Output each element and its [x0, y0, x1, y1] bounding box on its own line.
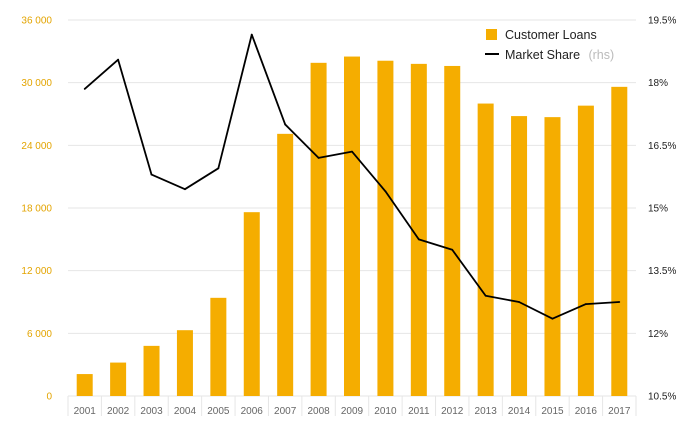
bar-customer-loans-2004: [176, 330, 193, 396]
legend-market-share-suffix: (rhs): [588, 48, 614, 62]
right-axis-tick-label: 19.5%: [648, 16, 676, 27]
point-market-share-2003: [150, 173, 153, 176]
bar-customer-loans-2010: [377, 60, 394, 396]
x-axis-tick-label: 2014: [508, 406, 531, 417]
point-market-share-2013: [484, 294, 487, 297]
right-axis-tick-label: 12%: [648, 329, 668, 340]
left-axis-tick-label: 18 000: [21, 204, 52, 215]
x-axis-tick-label: 2002: [107, 406, 130, 417]
x-axis-tick-label: 2011: [408, 406, 430, 417]
bar-customer-loans-2008: [310, 62, 327, 396]
left-axis-tick-label: 12 000: [21, 266, 52, 277]
x-axis-tick-label: 2003: [140, 406, 163, 417]
x-axis-tick-label: 2006: [241, 406, 264, 417]
point-market-share-2008: [317, 156, 320, 159]
bar-customer-loans-2011: [410, 63, 427, 396]
bar-customer-loans-2014: [511, 116, 528, 396]
right-axis-tick-label: 15%: [648, 204, 668, 215]
point-market-share-2004: [184, 188, 186, 191]
right-axis-tick-label: 16.5%: [648, 141, 676, 152]
point-market-share-2011: [417, 238, 420, 241]
point-market-share-2012: [451, 248, 454, 251]
bar-customer-loans-2002: [110, 362, 127, 396]
bar-customer-loans-2001: [76, 374, 93, 396]
right-axis-tick-label: 10.5%: [648, 392, 676, 403]
x-axis-tick-label: 2013: [475, 406, 498, 417]
legend-label-market-share: Market Share (rhs): [505, 46, 614, 63]
bar-customer-loans-2009: [344, 56, 360, 397]
right-axis-tick-label: 13.5%: [648, 266, 676, 277]
point-market-share-2017: [618, 301, 621, 303]
bar-customer-loans-2015: [544, 117, 561, 396]
point-market-share-2002: [117, 58, 120, 61]
x-axis-tick-label: 2015: [541, 406, 564, 417]
x-axis-tick-label: 2012: [441, 406, 464, 417]
point-market-share-2014: [518, 301, 520, 303]
x-axis-tick-label: 2007: [274, 406, 297, 417]
point-market-share-2009: [351, 150, 353, 153]
point-market-share-2005: [217, 167, 220, 170]
line-series: [83, 33, 621, 320]
legend-label-customer-loans: Customer Loans: [505, 28, 597, 42]
x-axis-tick-label: 2005: [207, 406, 230, 417]
right-axis-tick-label: 18%: [648, 78, 668, 89]
x-axis-tick-label: 2010: [374, 406, 397, 417]
legend: Customer Loans Market Share (rhs): [485, 28, 614, 63]
point-market-share-2015: [551, 317, 554, 320]
point-market-share-2010: [384, 190, 387, 193]
point-market-share-2007: [284, 123, 287, 126]
bar-customer-loans-2006: [243, 212, 260, 396]
point-market-share-2016: [584, 303, 587, 305]
bar-customer-loans-2007: [277, 133, 294, 396]
bar-customer-loans-2017: [611, 86, 628, 396]
x-axis-tick-label: 2004: [174, 406, 197, 417]
bar-customer-loans-2005: [210, 297, 227, 396]
bar-customer-loans-2012: [444, 65, 461, 396]
point-market-share-2001: [83, 88, 86, 90]
axes: 0 10.5% 6 000 12% 12 000 13.5% 18 000 15% 24 000…: [21, 16, 676, 418]
x-axis-tick-label: 2009: [341, 406, 364, 417]
left-axis-tick-label: 6 000: [27, 329, 52, 340]
x-axis-tick-label: 2016: [575, 406, 598, 417]
left-axis-tick-label: 30 000: [21, 78, 52, 89]
x-axis-tick-label: 2008: [307, 406, 330, 417]
left-axis-tick-label: 0: [46, 392, 52, 403]
left-axis-tick-label: 24 000: [21, 141, 52, 152]
x-axis-tick-label: 2017: [608, 406, 631, 417]
point-market-share-2006: [250, 33, 253, 36]
legend-swatch-customer-loans: [486, 29, 497, 40]
bar-customer-loans-2003: [143, 345, 160, 396]
x-axis-tick-label: 2001: [74, 406, 97, 417]
legend-market-share-name: Market Share: [505, 48, 580, 62]
bar-series: [76, 56, 628, 397]
bar-customer-loans-2013: [477, 103, 494, 397]
left-axis-tick-label: 36 000: [21, 16, 52, 27]
bar-customer-loans-2016: [577, 105, 594, 397]
